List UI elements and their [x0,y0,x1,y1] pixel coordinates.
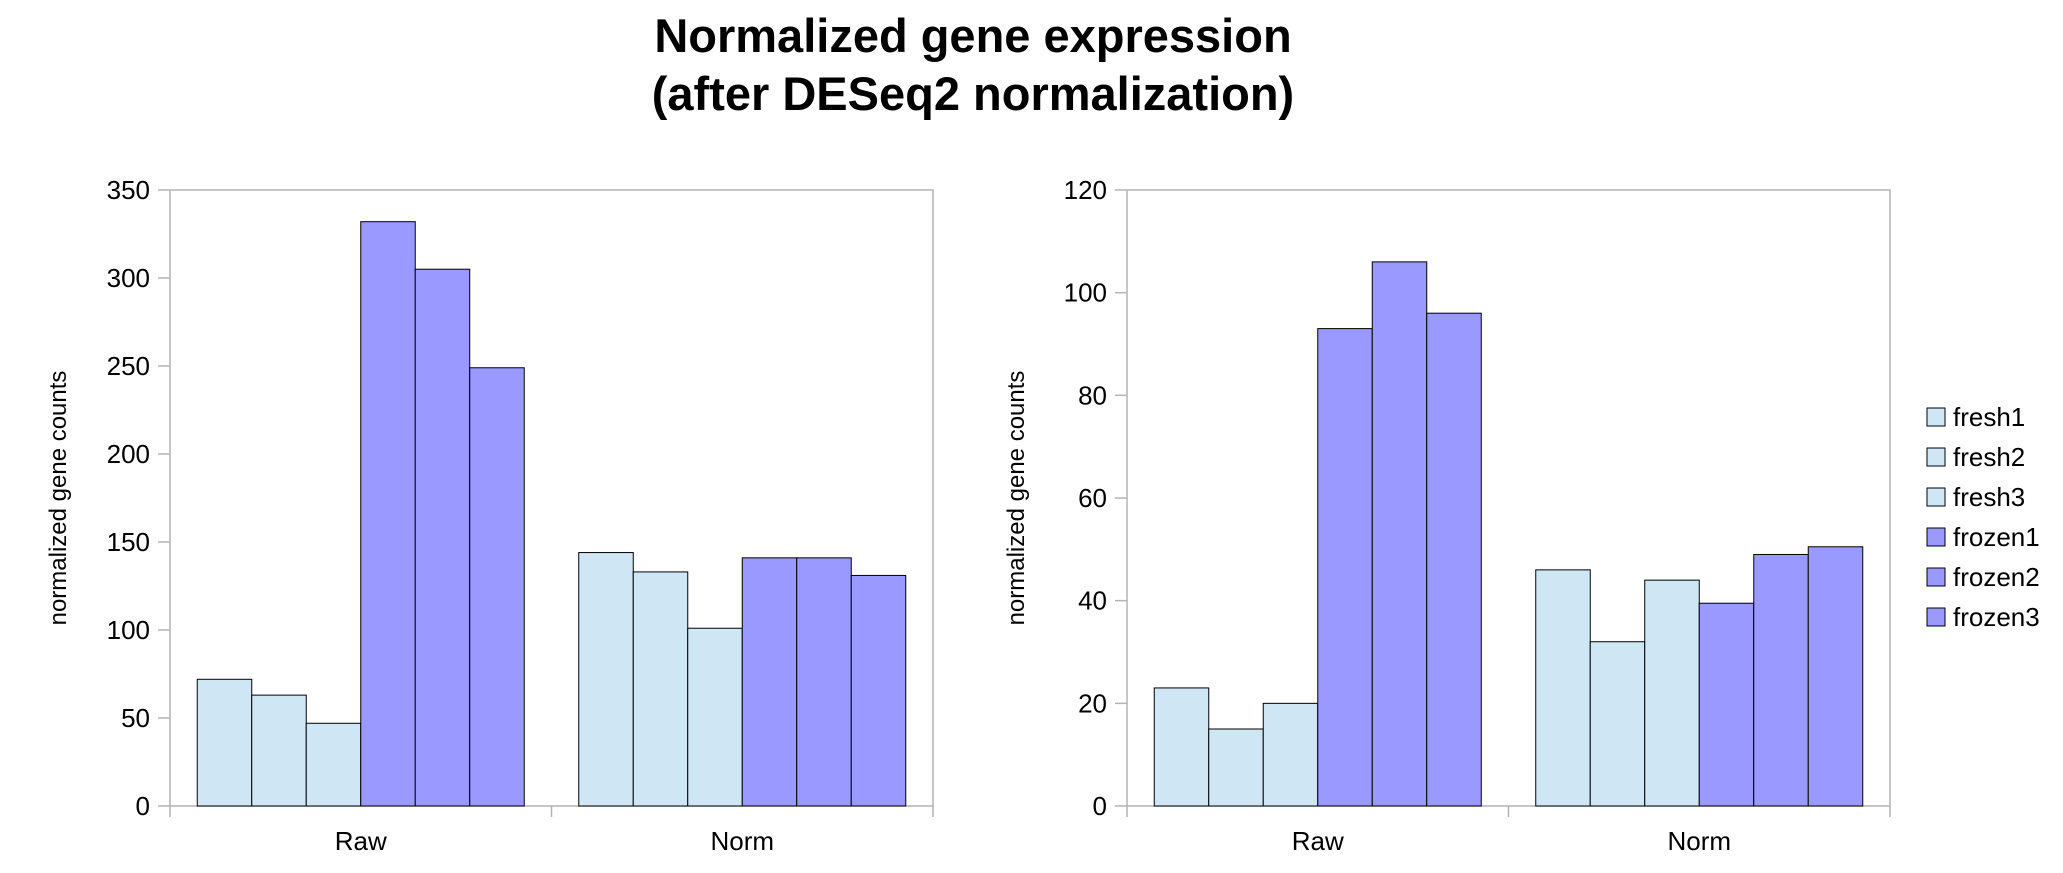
legend-swatch-fresh1 [1926,407,1946,427]
p1-y-tick-label: 50 [121,703,150,733]
p2-bar-fresh2-raw [1208,728,1264,807]
legend-swatch-fresh2 [1926,447,1946,467]
p2-bar-frozen1-raw [1317,328,1373,807]
p1-bar-fresh3-raw [305,722,362,807]
p2-bar-frozen3-norm [1807,546,1864,807]
p1-bar-fresh2-raw [251,694,307,807]
p2-y-tick-label: 40 [1078,586,1107,616]
p2-y-axis-label: normalized gene counts [1003,371,1030,626]
p1-x-category-label: Norm [710,826,774,856]
p2-bar-frozen3-raw [1426,312,1482,807]
p1-bar-frozen3-norm [850,574,907,807]
p2-y-tick-label: 80 [1078,380,1107,410]
p2-y-tick-label: 120 [1064,175,1107,205]
legend-label-fresh2: fresh2 [1953,442,2025,472]
chart-title-line-2: (after DESeq2 normalization) [652,67,1294,120]
p1-bar-fresh1-raw [196,678,253,807]
p2-bar-fresh1-norm [1535,569,1591,807]
p1-bar-frozen2-raw [414,268,471,807]
p1-bar-frozen1-norm [741,557,798,807]
legend-swatch-frozen2 [1926,567,1946,587]
legend-label-frozen2: frozen2 [1953,562,2040,592]
p1-y-tick-label: 300 [107,263,150,293]
p1-bar-frozen2-norm [796,557,852,807]
p1-y-tick-label: 200 [107,439,150,469]
chart-legend: fresh1 fresh2 fresh3 frozen1 frozen2 frozen3 [1926,402,2040,632]
p2-y-tick-label: 0 [1093,791,1107,821]
p2-bar-fresh3-raw [1262,702,1319,807]
p2-bar-fresh3-norm [1644,579,1700,807]
legend-label-frozen3: frozen3 [1953,602,2040,632]
p2-y-tick-label: 60 [1078,483,1107,513]
p2-bar-fresh2-norm [1589,641,1646,807]
chart-panel-1: 0 50 100 150 200 250 300 350 normalized gene cou… [45,175,934,856]
p2-x-category-label: Norm [1667,826,1731,856]
p1-x-category-label: Raw [335,826,387,856]
p2-y-tick-label: 100 [1064,278,1107,308]
p1-y-tick-label: 350 [107,175,150,205]
p2-x-category-label: Raw [1292,826,1344,856]
p1-y-tick-label: 100 [107,615,150,645]
p1-bar-frozen1-raw [360,221,416,807]
legend-label-fresh3: fresh3 [1953,482,2025,512]
p2-y-tick-label: 20 [1078,688,1107,718]
p1-y-axis-label: normalized gene counts [45,371,72,626]
p1-bar-fresh1-norm [578,552,634,807]
legend-swatch-fresh3 [1926,487,1946,507]
p1-bar-frozen3-raw [469,367,525,807]
p1-bar-fresh2-norm [632,571,689,807]
legend-label-frozen1: frozen1 [1953,522,2040,552]
legend-label-fresh1: fresh1 [1953,402,2025,432]
p1-y-tick-label: 250 [107,351,150,381]
p1-y-tick-label: 0 [136,791,150,821]
chart-title-line-1: Normalized gene expression [654,9,1291,62]
p2-bar-frozen2-norm [1753,553,1809,807]
p1-y-tick-label: 150 [107,527,150,557]
p1-bar-fresh3-norm [687,627,743,807]
legend-swatch-frozen3 [1926,607,1946,627]
p2-bar-frozen1-norm [1698,602,1755,807]
p2-bar-fresh1-raw [1153,687,1210,807]
p2-bar-frozen2-raw [1371,261,1428,807]
chart-panel-2: 0 20 40 60 80 100 120 normalized gene counts Raw… [1003,175,1891,856]
legend-swatch-frozen1 [1926,527,1946,547]
